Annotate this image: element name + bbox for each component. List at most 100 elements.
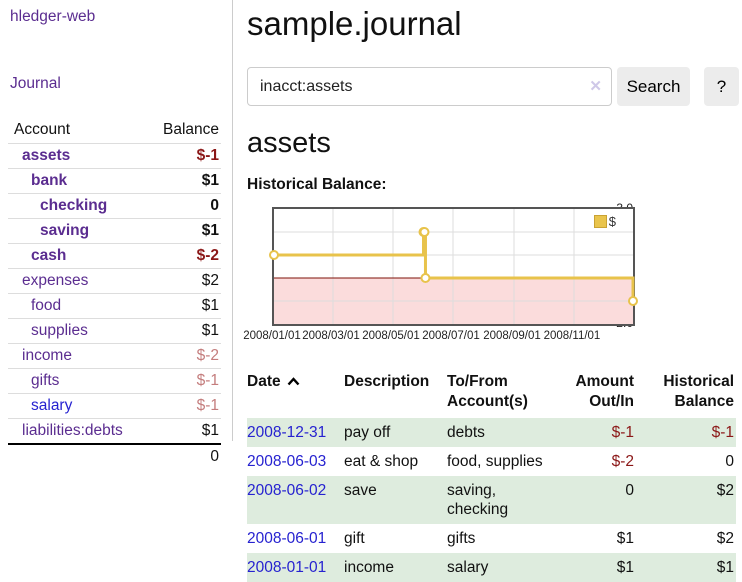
transactions-header-row: Date Description To/From Account(s) Amou… (247, 369, 736, 418)
accounts-header-balance: Balance (162, 121, 219, 138)
header-accounts: To/From Account(s) (447, 373, 528, 410)
historical-balance-chart: 3.02.01.00.0-1.0-2.0 2008/01/012008/03/0… (243, 201, 638, 347)
search-button[interactable]: Search (617, 67, 690, 106)
account-balance: $1 (144, 318, 221, 344)
account-link-cash[interactable]: cash (31, 247, 67, 264)
account-balance: $-1 (144, 143, 221, 169)
header-description: Description (344, 373, 430, 390)
search-input[interactable] (247, 67, 612, 106)
transaction-description: gift (344, 530, 365, 547)
chart-canvas (269, 209, 638, 324)
transaction-date-link[interactable]: 2008-01-01 (247, 559, 327, 576)
account-row-liabilities-debts: liabilities:debts $1 (8, 418, 221, 444)
data-point-marker (628, 296, 638, 306)
account-link-income[interactable]: income (22, 347, 72, 364)
transaction-amount: $-2 (611, 453, 634, 470)
account-row-assets: assets $-1 (8, 143, 221, 169)
transaction-description: eat & shop (344, 453, 419, 470)
transaction-row: 2008-06-02 save saving, checking 0 $2 (247, 476, 736, 524)
accounts-table: Account Balance assets $-1 bank $1 check… (8, 118, 221, 469)
account-balance: $-1 (144, 368, 221, 394)
account-row-saving: saving $1 (8, 218, 221, 244)
account-link-bank[interactable]: bank (31, 172, 68, 189)
account-row-checking: checking 0 (8, 193, 221, 219)
transaction-row: 2008-06-01 gift gifts $1 $2 (247, 524, 736, 553)
transaction-balance: 0 (725, 453, 734, 470)
legend-label: $ (608, 214, 616, 229)
account-link-food[interactable]: food (31, 297, 62, 314)
transaction-balance: $1 (636, 553, 736, 582)
accounts-total-row: 0 (8, 443, 221, 469)
account-balance: $2 (144, 268, 221, 294)
account-row-food: food $1 (8, 293, 221, 319)
account-link-liabilities-debts[interactable]: liabilities:debts (22, 422, 123, 439)
account-link-gifts[interactable]: gifts (31, 372, 60, 389)
account-row-salary: salary $-1 (8, 393, 221, 419)
header-amount: Amount Out/In (575, 373, 634, 410)
transaction-balance: $-1 (636, 418, 736, 447)
account-balance: $1 (144, 293, 221, 319)
x-tick-label: 2008/05/01 (362, 330, 420, 342)
transaction-accounts: food, supplies (447, 453, 543, 470)
app-title-link[interactable]: hledger-web (10, 8, 96, 25)
transaction-accounts: salary (447, 553, 552, 582)
transaction-date-link[interactable]: 2008-06-03 (247, 453, 327, 470)
transaction-accounts: gifts (447, 530, 476, 547)
account-row-supplies: supplies $1 (8, 318, 221, 344)
search-form: ✕ Search ? (247, 67, 739, 106)
sort-asc-icon (287, 377, 299, 386)
account-link-assets[interactable]: assets (22, 147, 71, 164)
accounts-header-account: Account (14, 121, 71, 138)
account-balance: $1 (144, 168, 221, 194)
accounts-header-row: Account Balance (8, 118, 221, 144)
chart-title: Historical Balance: (247, 176, 387, 193)
x-tick-label: 2008/09/01 (483, 330, 541, 342)
transaction-accounts: saving, checking (447, 476, 552, 524)
account-heading: assets (247, 127, 331, 159)
transaction-amount: $1 (552, 553, 636, 582)
account-balance: $1 (144, 418, 221, 444)
transaction-row: 2008-01-01 income salary $1 $1 (247, 553, 736, 582)
data-point-marker (269, 250, 279, 260)
account-row-income: income $-2 (8, 343, 221, 369)
account-link-salary[interactable]: salary (31, 397, 73, 414)
x-tick-label: 2008/03/01 (302, 330, 360, 342)
accounts-total-value: 0 (144, 443, 221, 469)
header-date[interactable]: Date (247, 369, 344, 418)
transaction-amount: $-1 (552, 418, 636, 447)
sidebar-item-journal[interactable]: Journal (10, 75, 61, 92)
account-balance: $1 (144, 218, 221, 244)
account-row-cash: cash $-2 (8, 243, 221, 269)
account-link-expenses[interactable]: expenses (22, 272, 89, 289)
clear-search-icon[interactable]: ✕ (589, 78, 602, 95)
account-link-saving[interactable]: saving (40, 222, 90, 239)
transaction-amount: 0 (552, 476, 636, 524)
page-title: sample.journal (247, 5, 462, 42)
chart-plot-area (269, 207, 638, 326)
transaction-date-link[interactable]: 2008-06-02 (247, 482, 327, 499)
transaction-date-link[interactable]: 2008-06-01 (247, 530, 327, 547)
chart-legend: $ (593, 214, 616, 229)
main-content: sample.journal ✕ Search ? assets Histori… (243, 0, 739, 582)
transaction-date-link[interactable]: 2008-12-31 (247, 424, 327, 441)
account-link-supplies[interactable]: supplies (31, 322, 88, 339)
transaction-accounts: debts (447, 418, 552, 447)
sidebar: hledger-web Journal Account Balance asse… (0, 0, 233, 469)
account-balance: $-2 (144, 343, 221, 369)
transaction-description: save (344, 476, 447, 524)
x-tick-label: 2008/01/01 (243, 330, 301, 342)
account-link-checking[interactable]: checking (40, 197, 108, 214)
x-tick-label: 2008/07/01 (422, 330, 480, 342)
header-balance: Historical Balance (663, 373, 734, 410)
transaction-description: pay off (344, 418, 447, 447)
data-point-marker (419, 227, 430, 237)
account-balance: $-1 (144, 393, 221, 419)
transaction-description: income (344, 553, 447, 582)
transaction-row: 2008-12-31 pay off debts $-1 $-1 (247, 418, 736, 447)
transactions-table: Date Description To/From Account(s) Amou… (247, 369, 736, 582)
transaction-amount: $1 (616, 530, 634, 547)
account-balance: 0 (144, 193, 221, 219)
transaction-balance: $2 (636, 476, 736, 524)
search-help-button[interactable]: ? (704, 67, 739, 106)
transaction-row: 2008-06-03 eat & shop food, supplies $-2… (247, 447, 736, 476)
